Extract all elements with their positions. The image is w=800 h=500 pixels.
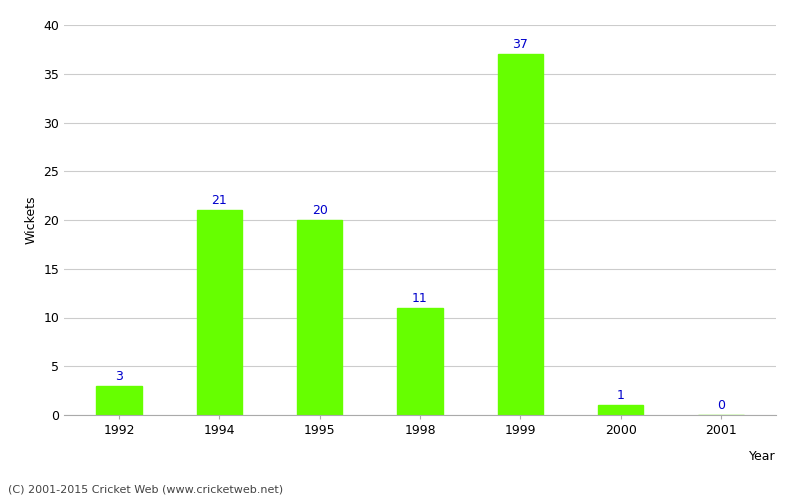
Bar	[398, 308, 442, 415]
Text: 20: 20	[312, 204, 327, 217]
Text: (C) 2001-2015 Cricket Web (www.cricketweb.net): (C) 2001-2015 Cricket Web (www.cricketwe…	[8, 485, 283, 495]
Text: 0: 0	[717, 399, 725, 412]
Text: Year: Year	[750, 450, 776, 463]
Bar	[498, 54, 543, 415]
Y-axis label: Wickets: Wickets	[25, 196, 38, 244]
Bar	[297, 220, 342, 415]
Bar	[96, 386, 142, 415]
Bar	[197, 210, 242, 415]
Text: 1: 1	[617, 390, 625, 402]
Text: 21: 21	[211, 194, 227, 207]
Text: 37: 37	[513, 38, 528, 52]
Text: 3: 3	[115, 370, 123, 383]
Text: 11: 11	[412, 292, 428, 305]
Bar	[598, 405, 643, 415]
